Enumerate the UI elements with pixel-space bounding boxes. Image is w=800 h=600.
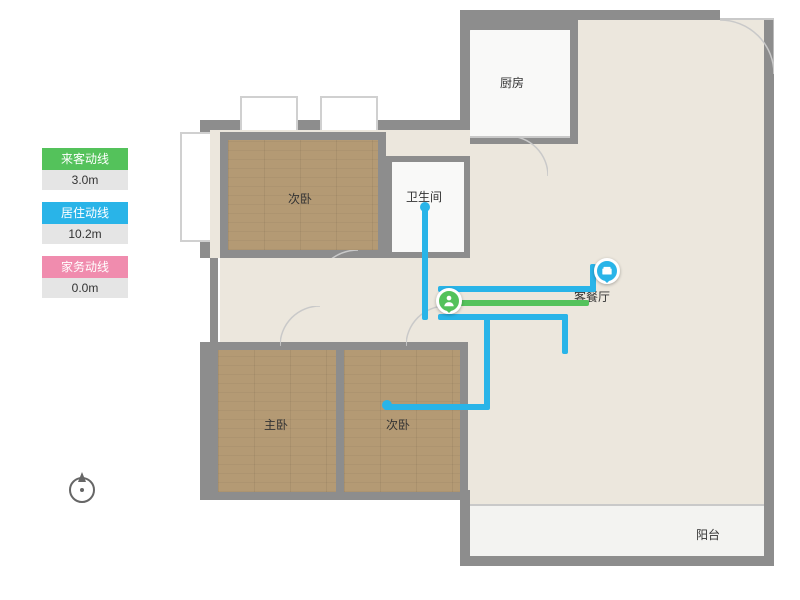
- legend-label: 家务动线: [42, 256, 128, 278]
- legend-value: 3.0m: [42, 170, 128, 190]
- legend-item-guest: 来客动线 3.0m: [42, 148, 128, 190]
- legend-value: 10.2m: [42, 224, 128, 244]
- legend-label: 居住动线: [42, 202, 128, 224]
- legend-label: 来客动线: [42, 148, 128, 170]
- legend-item-living: 居住动线 10.2m: [42, 202, 128, 244]
- label-kitchen: 厨房: [500, 74, 524, 91]
- legend-item-chore: 家务动线 0.0m: [42, 256, 128, 298]
- label-balcony: 阳台: [696, 526, 720, 543]
- floor-plan: 厨房 卫生间 次卧 主卧 次卧 客餐厅 阳台: [180, 10, 785, 590]
- compass-icon: [62, 466, 102, 506]
- label-bed2a: 次卧: [288, 190, 312, 207]
- label-master: 主卧: [264, 416, 288, 433]
- label-bed2b: 次卧: [386, 416, 410, 433]
- legend: 来客动线 3.0m 居住动线 10.2m 家务动线 0.0m: [42, 148, 128, 310]
- legend-value: 0.0m: [42, 278, 128, 298]
